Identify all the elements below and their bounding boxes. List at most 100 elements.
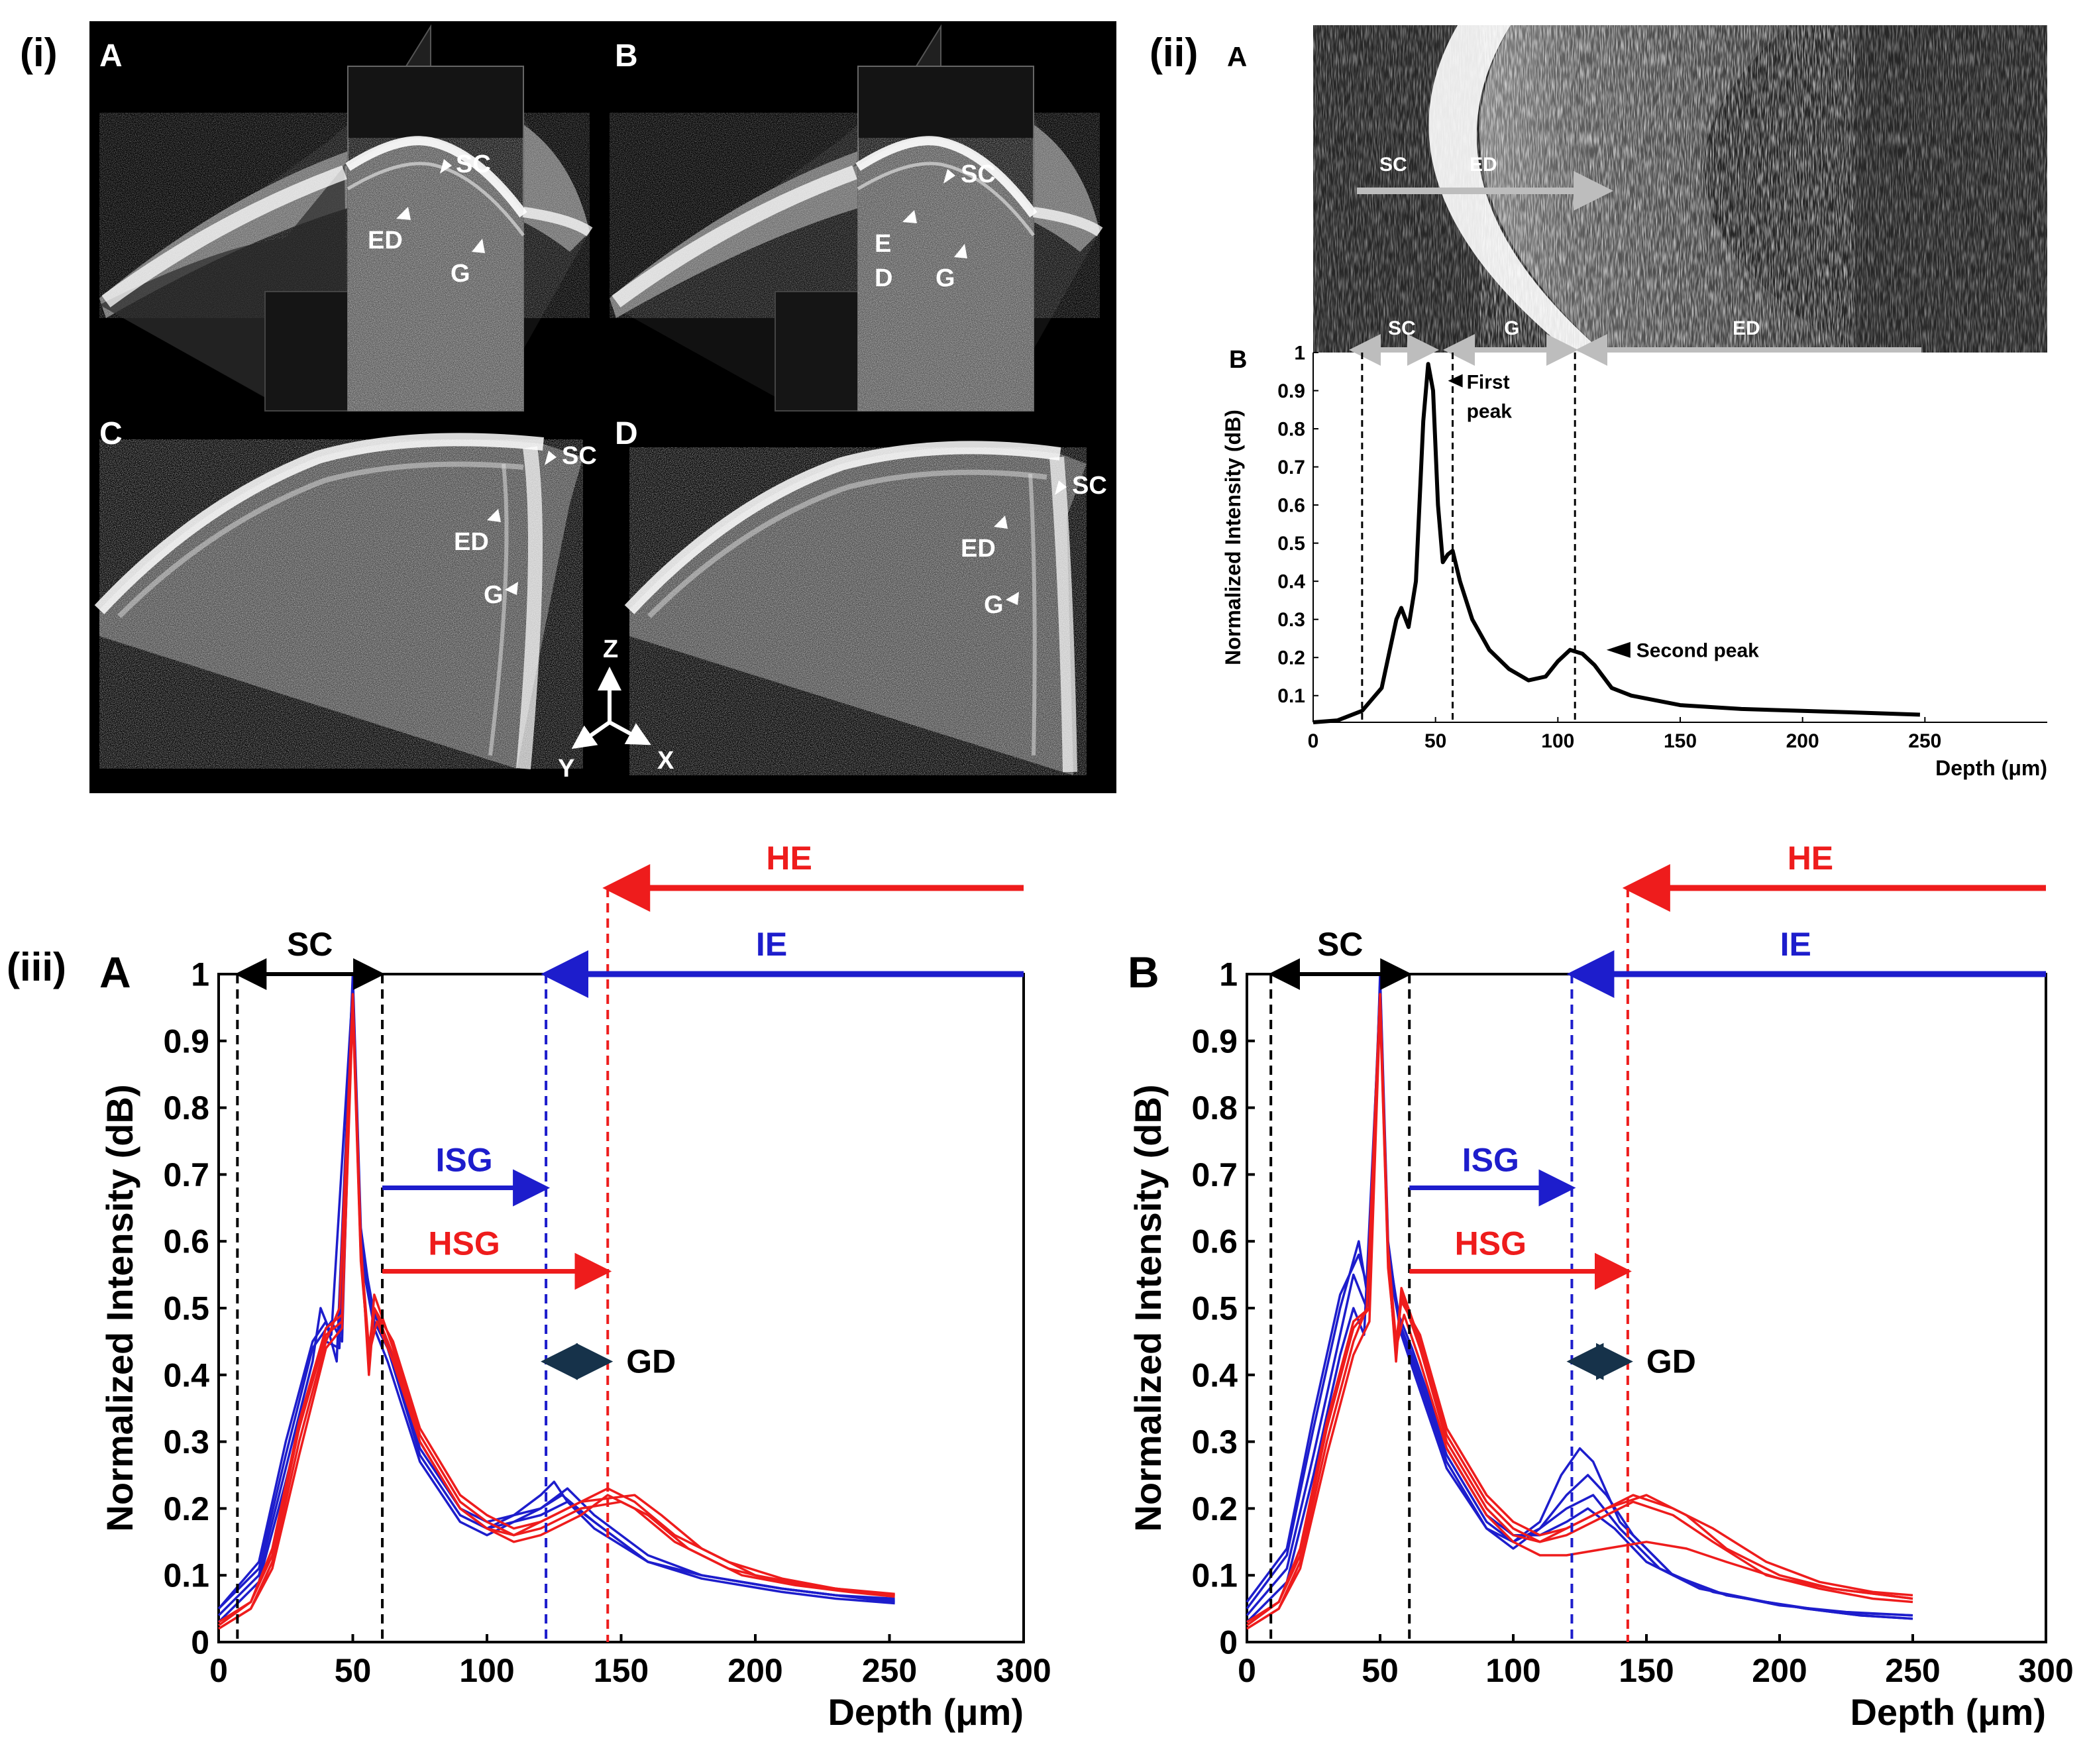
sub-label-D: D <box>615 416 638 451</box>
segment-label-g: G <box>1504 317 1519 339</box>
y-tick-label: 0.5 <box>1191 1290 1238 1327</box>
series-line-profile <box>1312 362 1921 724</box>
y-tick-label: 1 <box>1294 343 1305 364</box>
y-tick-label: 0.6 <box>1277 495 1305 517</box>
series-line-blue-3 <box>1246 999 1913 1624</box>
x-tick-label: 150 <box>594 1652 649 1689</box>
y-tick-label: 0.4 <box>1277 571 1305 593</box>
series-line-blue-2 <box>217 986 895 1616</box>
x-tick-label: 250 <box>862 1652 917 1689</box>
sub-label-A: A <box>99 38 123 74</box>
axes-triad: Z Y X <box>558 635 674 783</box>
arrowhead-icon <box>545 451 557 465</box>
y-tick-label: 0.5 <box>1277 533 1305 555</box>
y-tick-label: 0.6 <box>163 1223 209 1260</box>
y-tick-label: 0.4 <box>163 1356 209 1394</box>
label-ed: ED <box>961 535 996 563</box>
y-tick-label: 0.9 <box>163 1022 209 1060</box>
arrowhead-icon <box>994 516 1008 529</box>
series-line-red-4 <box>218 993 895 1624</box>
label-sc: SC <box>961 160 996 188</box>
y-tick-label: 0.1 <box>163 1557 209 1594</box>
x-tick-label: 300 <box>996 1652 1051 1689</box>
x-tick-label: 200 <box>727 1652 782 1689</box>
label-ed: ED <box>368 227 403 254</box>
y-tick-label: 0.8 <box>1191 1089 1238 1127</box>
series-line-blue-4 <box>217 979 895 1610</box>
x-tick-label: 100 <box>1485 1652 1540 1689</box>
annotation-first-peak-line2: peak <box>1467 401 1513 423</box>
chart-sub-label-B: B <box>1229 346 1247 374</box>
panel-ii-label: (ii) <box>1150 30 1198 75</box>
y-tick-label: 0.8 <box>1277 419 1305 441</box>
x-tick-label: 250 <box>1908 730 1941 752</box>
label-hsg: HSG <box>1455 1225 1527 1262</box>
x-tick-label: 300 <box>2018 1652 2073 1689</box>
y-tick-label: 0 <box>1219 1624 1238 1661</box>
label-sc: SC <box>456 150 491 178</box>
oct-view-B: B SC E D G <box>610 24 1103 412</box>
y-tick-label: 0.9 <box>1191 1022 1238 1060</box>
y-tick-label: 0.3 <box>163 1423 209 1461</box>
label-sc: SC <box>1072 472 1107 500</box>
x-tick-label: 0 <box>209 1652 228 1689</box>
label-gd: GD <box>1646 1343 1696 1380</box>
label-d: D <box>875 264 892 292</box>
label-e: E <box>875 230 891 258</box>
segment-arrows: SC G ED <box>1349 317 1921 366</box>
x-axis-label: Depth (μm) <box>1850 1691 2046 1733</box>
chart-iii-B: 0 50 100 150 200 250 300 0 0.1 0.2 0.3 0.4 0.5 0.6 0.7… <box>1127 840 2074 1733</box>
arrowhead-icon <box>505 582 518 595</box>
panel-ii: (ii) A SC ED SC G ED B 0 50 100 150 200 250 0.… <box>1150 25 2047 780</box>
panel-i: (i) A SC ED G <box>20 21 1116 793</box>
x-tick-label: 150 <box>1664 730 1697 752</box>
oct-view-C: C SC ED G <box>94 416 597 769</box>
arrowhead-icon <box>1055 480 1067 495</box>
y-tick-label: 0.3 <box>1277 609 1305 631</box>
x-tick-label: 150 <box>1619 1652 1674 1689</box>
arrowhead-icon <box>472 239 485 253</box>
segment-label-ed: ED <box>1733 317 1760 339</box>
sub-label: A <box>99 948 131 997</box>
y-tick-label: 0.5 <box>163 1290 209 1327</box>
arrowhead-icon <box>1006 592 1019 605</box>
label-sc: SC <box>562 442 597 470</box>
series-line-blue-4 <box>1246 979 1913 1617</box>
label-ed: ED <box>454 528 489 556</box>
y-tick-label: 0.2 <box>1277 647 1305 669</box>
y-tick-label: 0.8 <box>163 1089 209 1127</box>
x-axis-label: Depth (μm) <box>1935 756 2047 780</box>
series-line-blue-2 <box>1246 986 1913 1620</box>
y-axis-arrow-icon <box>571 720 611 749</box>
panel-iii: (iii) 0 50 100 150 200 250 30000.10.20.30.40.5… <box>7 840 2074 1733</box>
x-tick-label: 200 <box>1752 1652 1807 1689</box>
image-label-sc: SC <box>1379 154 1407 176</box>
x-tick-label: 50 <box>1362 1652 1399 1689</box>
label-g: G <box>484 581 504 609</box>
axis-x-label: X <box>657 747 674 775</box>
panel-i-label: (i) <box>20 30 58 75</box>
sub-label-B: B <box>615 38 638 74</box>
label-g: G <box>936 264 955 292</box>
label-isg: ISG <box>1462 1142 1519 1179</box>
annotation-arrow-icon <box>1448 374 1463 388</box>
arrowhead-icon <box>440 159 452 174</box>
arrowhead-icon <box>902 210 917 223</box>
series-line-red-4 <box>1246 993 1913 1624</box>
y-tick-label: 0.2 <box>163 1490 209 1527</box>
segment-label-sc: SC <box>1388 317 1416 339</box>
sub-label-C: C <box>99 416 123 451</box>
stratum-corneum-band <box>1428 25 1603 353</box>
annotation-arrow-icon <box>1606 641 1631 658</box>
x-tick-label: 100 <box>1541 730 1574 752</box>
series-line-red-3 <box>1246 1006 1913 1630</box>
label-hsg: HSG <box>428 1225 500 1262</box>
axis-y-label: Y <box>558 755 574 783</box>
y-tick-label: 0.7 <box>163 1156 209 1193</box>
y-axis-label: Normalized Intensity (dB) <box>1221 410 1245 665</box>
x-tick-label: 0 <box>1308 730 1319 752</box>
series-line-red-1 <box>1246 993 1913 1630</box>
sub-label: B <box>1128 948 1159 997</box>
label-g: G <box>984 591 1004 619</box>
